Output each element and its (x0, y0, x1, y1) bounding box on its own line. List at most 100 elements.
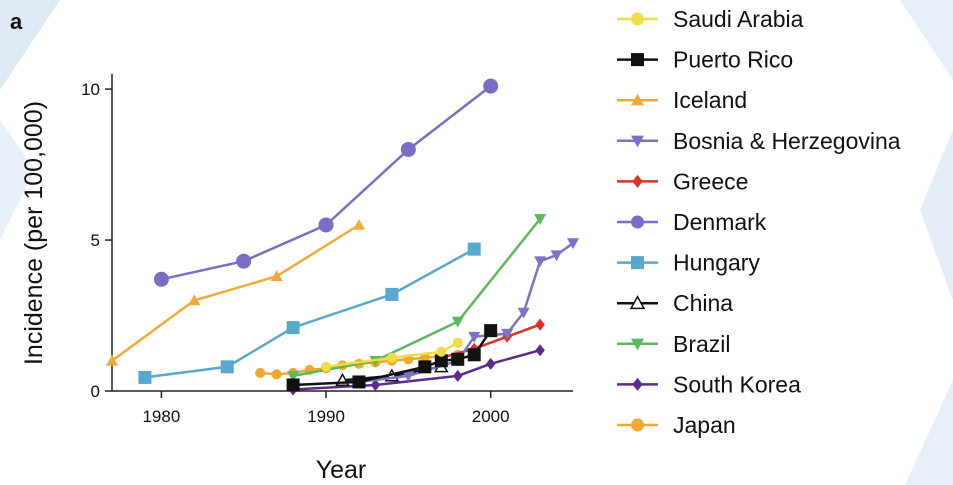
data-point (550, 250, 563, 262)
legend-marker (631, 418, 644, 432)
data-point (286, 321, 300, 335)
legend-marker (631, 12, 644, 26)
legend-label: Brazil (673, 331, 731, 357)
data-point (483, 78, 499, 94)
panel-label: a (10, 9, 23, 34)
legend-marker (632, 174, 643, 188)
data-point (452, 337, 463, 348)
legend-item-saudi-arabia: Saudi Arabia (617, 6, 804, 32)
legend-item-bosnia-herzegovina: Bosnia & Herzegovina (617, 128, 901, 154)
legend-marker (631, 53, 644, 67)
series-line (292, 218, 542, 378)
data-point (188, 294, 201, 306)
legend-label: Greece (673, 168, 748, 194)
legend-marker (629, 295, 646, 310)
legend-item-greece: Greece (617, 168, 748, 194)
data-point (418, 360, 432, 374)
legend-item-brazil: Brazil (617, 331, 731, 357)
data-point (451, 352, 465, 366)
y-tick-label: 10 (81, 80, 100, 99)
x-tick-label: 1990 (307, 407, 345, 426)
data-point (484, 324, 498, 338)
legend-item-hungary: Hungary (617, 250, 760, 276)
data-point (220, 360, 234, 374)
plot-series (106, 78, 579, 396)
series-line (111, 223, 360, 362)
data-point (153, 271, 169, 287)
data-point (436, 346, 447, 357)
data-point (352, 375, 366, 389)
data-point (451, 316, 464, 328)
data-point (255, 367, 266, 378)
legend-item-south-korea: South Korea (617, 371, 801, 397)
y-tick-label: 5 (91, 231, 100, 250)
y-ticks: 0 5 10 (81, 80, 112, 401)
data-point (352, 218, 365, 230)
legend-marker (632, 377, 643, 391)
series-line (161, 85, 492, 281)
data-point (236, 253, 252, 269)
data-point (106, 354, 118, 366)
series-denmark (153, 78, 499, 287)
data-point (567, 238, 579, 250)
data-point (318, 217, 334, 233)
data-point (485, 357, 496, 370)
legend-label: Bosnia & Herzegovina (673, 128, 901, 154)
series-saudi-arabia (321, 337, 463, 372)
legend-marker (631, 256, 644, 270)
data-point (467, 242, 481, 256)
data-point (321, 361, 332, 372)
series-puerto-rico (286, 324, 498, 392)
data-point (517, 307, 530, 319)
legend-label: Denmark (673, 209, 767, 235)
legend-item-puerto-rico: Puerto Rico (617, 47, 793, 73)
legend-marker (631, 338, 644, 351)
legend-label: South Korea (673, 371, 801, 397)
data-point (402, 371, 415, 382)
series-line (325, 341, 459, 369)
data-point (287, 371, 300, 382)
legend-label: China (673, 290, 733, 316)
data-point (467, 348, 481, 362)
legend-label: Puerto Rico (673, 47, 793, 73)
data-point (535, 318, 545, 331)
data-point (534, 214, 547, 225)
data-point (385, 287, 399, 301)
series-iceland (106, 218, 365, 366)
legend: Saudi Arabia Puerto Rico Iceland Bosnia & H… (617, 6, 901, 438)
data-point (138, 370, 152, 384)
data-point (534, 256, 547, 268)
data-point (501, 328, 514, 340)
legend-item-denmark: Denmark (617, 209, 767, 235)
data-point (452, 369, 463, 382)
legend-item-iceland: Iceland (617, 87, 747, 113)
legend-item-japan: Japan (617, 412, 736, 438)
data-point (286, 378, 300, 392)
x-ticks: 1980 1990 2000 (142, 391, 510, 426)
legend-label: Iceland (673, 87, 747, 113)
data-point (535, 344, 545, 357)
legend-marker (631, 135, 644, 148)
data-point (434, 354, 448, 368)
axes: 1980 1990 2000 0 5 10 (81, 74, 573, 426)
legend-item-china: China (617, 290, 733, 316)
y-tick-label: 0 (91, 382, 100, 401)
legend-marker (631, 93, 644, 106)
y-axis-title: Incidence (per 100,000) (20, 101, 48, 365)
series-hungary (138, 242, 481, 384)
x-axis-title: Year (316, 456, 367, 484)
x-tick-label: 1980 (142, 407, 180, 426)
data-point (386, 352, 397, 363)
data-point (271, 369, 282, 380)
data-point (468, 331, 481, 343)
legend-marker (631, 215, 644, 229)
data-point (370, 378, 381, 391)
legend-label: Japan (673, 412, 736, 438)
x-tick-label: 2000 (472, 407, 510, 426)
data-point (400, 141, 416, 157)
data-point (270, 270, 283, 282)
legend-label: Saudi Arabia (673, 6, 804, 32)
series-brazil (287, 214, 547, 382)
